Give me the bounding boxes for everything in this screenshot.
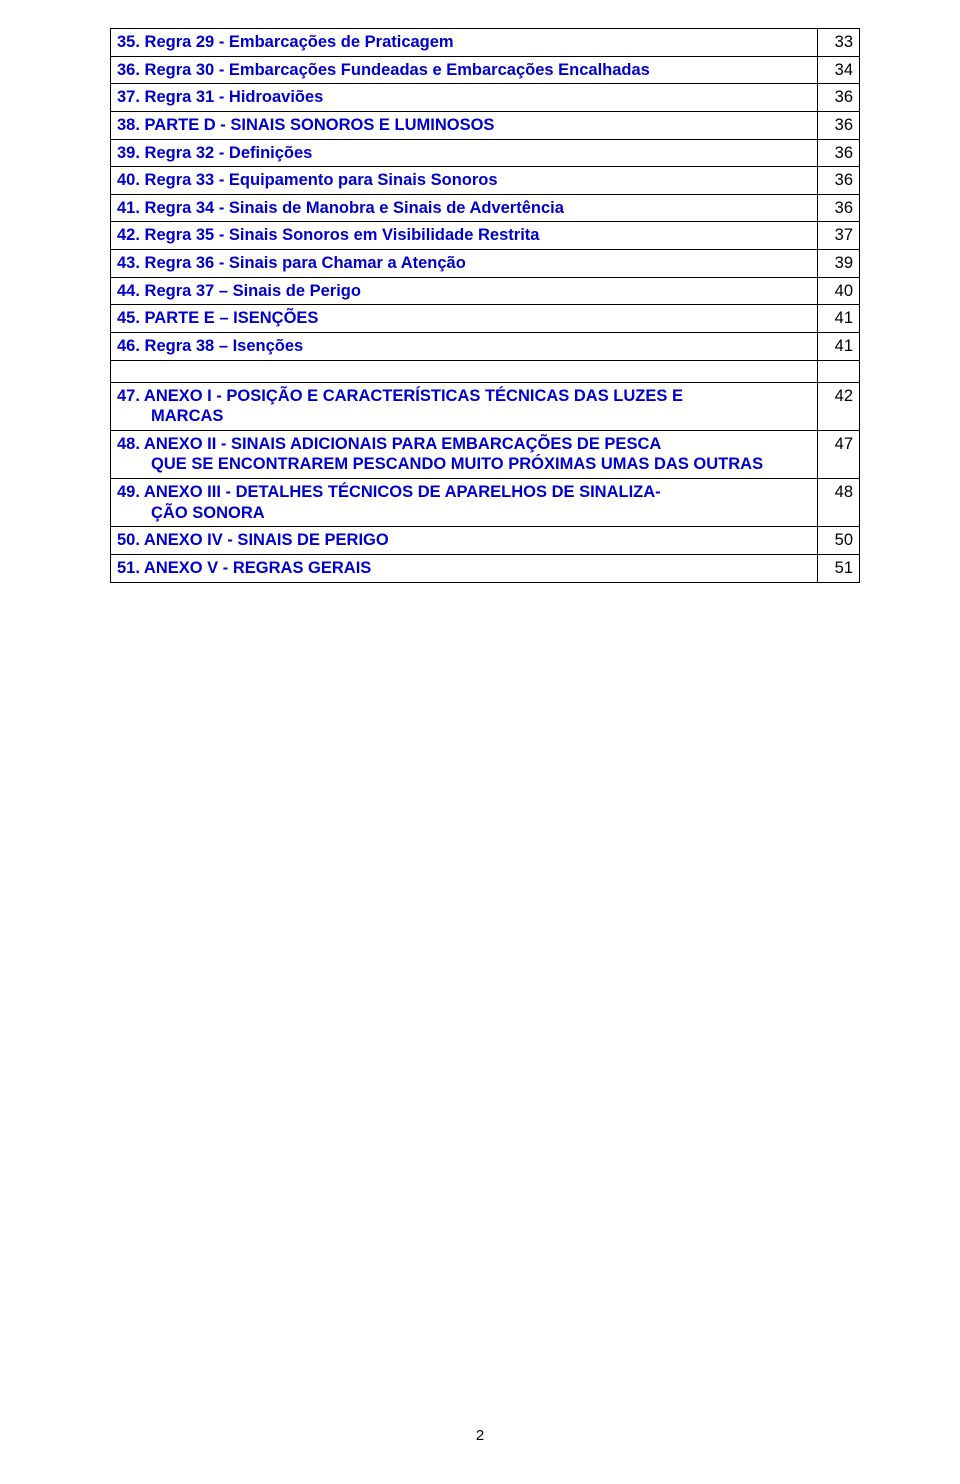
toc-row: 41. Regra 34 - Sinais de Manobra e Sinai… [111, 194, 860, 222]
toc-spacer-row [111, 360, 860, 382]
toc-entry-title: ANEXO III - DETALHES TÉCNICOS DE APARELH… [144, 483, 661, 501]
toc-entry-title: Regra 33 - Equipamento para Sinais Sonor… [145, 171, 498, 189]
toc-entry-number: 36. [117, 61, 145, 79]
toc-page-number: 36 [818, 84, 860, 112]
toc-entry[interactable]: 37. Regra 31 - Hidroaviões [111, 84, 818, 112]
toc-entry-number: 37. [117, 88, 145, 106]
toc-entry[interactable]: 44. Regra 37 – Sinais de Perigo [111, 277, 818, 305]
toc-row: 47. ANEXO I - POSIÇÃO E CARACTERÍSTICAS … [111, 382, 860, 430]
toc-entry[interactable]: 48. ANEXO II - SINAIS ADICIONAIS PARA EM… [111, 430, 818, 478]
toc-entry[interactable]: 41. Regra 34 - Sinais de Manobra e Sinai… [111, 194, 818, 222]
toc-entry-number: 35. [117, 33, 145, 51]
toc-entry-title: Regra 30 - Embarcações Fundeadas e Embar… [145, 61, 650, 79]
toc-entry-title: Regra 38 – Isenções [145, 337, 304, 355]
toc-entry[interactable]: 43. Regra 36 - Sinais para Chamar a Aten… [111, 250, 818, 278]
toc-entry-number: 47. [117, 387, 144, 405]
toc-page-number: 39 [818, 250, 860, 278]
toc-page-number: 41 [818, 332, 860, 360]
toc-entry[interactable]: 39. Regra 32 - Definições [111, 139, 818, 167]
toc-entry[interactable]: 51. ANEXO V - REGRAS GERAIS [111, 554, 818, 582]
toc-page-number: 36 [818, 139, 860, 167]
toc-row: 35. Regra 29 - Embarcações de Praticagem… [111, 29, 860, 57]
toc-entry[interactable]: 38. PARTE D - SINAIS SONOROS E LUMINOSOS [111, 111, 818, 139]
toc-page-number: 34 [818, 56, 860, 84]
toc-entry-number: 48. [117, 435, 144, 453]
toc-entry-title: ANEXO V - REGRAS GERAIS [144, 559, 371, 577]
toc-entry-number: 38. [117, 116, 145, 134]
toc-entry-number: 46. [117, 337, 145, 355]
toc-row: 50. ANEXO IV - SINAIS DE PERIGO50 [111, 527, 860, 555]
toc-entry[interactable]: 36. Regra 30 - Embarcações Fundeadas e E… [111, 56, 818, 84]
toc-row: 36. Regra 30 - Embarcações Fundeadas e E… [111, 56, 860, 84]
toc-row: 40. Regra 33 - Equipamento para Sinais S… [111, 167, 860, 195]
toc-page-number: 47 [818, 430, 860, 478]
toc-row: 49. ANEXO III - DETALHES TÉCNICOS DE APA… [111, 479, 860, 527]
toc-row: 46. Regra 38 – Isenções41 [111, 332, 860, 360]
toc-entry-number: 51. [117, 559, 144, 577]
toc-page-number: 37 [818, 222, 860, 250]
toc-page-number: 48 [818, 479, 860, 527]
toc-page-number: 41 [818, 305, 860, 333]
toc-entry[interactable]: 45. PARTE E – ISENÇÕES [111, 305, 818, 333]
toc-entry-number: 41. [117, 199, 145, 217]
toc-entry-number: 43. [117, 254, 145, 272]
toc-entry-title: Regra 35 - Sinais Sonoros em Visibilidad… [145, 226, 540, 244]
toc-entry-continuation: MARCAS [117, 406, 811, 427]
toc-row: 38. PARTE D - SINAIS SONOROS E LUMINOSOS… [111, 111, 860, 139]
toc-row: 48. ANEXO II - SINAIS ADICIONAIS PARA EM… [111, 430, 860, 478]
toc-entry[interactable]: 46. Regra 38 – Isenções [111, 332, 818, 360]
toc-entry[interactable]: 40. Regra 33 - Equipamento para Sinais S… [111, 167, 818, 195]
toc-page-number: 51 [818, 554, 860, 582]
toc-entry-title: ANEXO I - POSIÇÃO E CARACTERÍSTICAS TÉCN… [144, 387, 683, 405]
toc-row: 45. PARTE E – ISENÇÕES41 [111, 305, 860, 333]
page-number: 2 [0, 1427, 960, 1444]
toc-entry-number: 45. [117, 309, 145, 327]
toc-page-number: 33 [818, 29, 860, 57]
toc-entry-title: Regra 32 - Definições [145, 144, 313, 162]
toc-entry-title: ANEXO IV - SINAIS DE PERIGO [144, 531, 389, 549]
toc-row: 51. ANEXO V - REGRAS GERAIS51 [111, 554, 860, 582]
toc-entry[interactable]: 49. ANEXO III - DETALHES TÉCNICOS DE APA… [111, 479, 818, 527]
toc-entry[interactable]: 47. ANEXO I - POSIÇÃO E CARACTERÍSTICAS … [111, 382, 818, 430]
toc-entry-title: PARTE D - SINAIS SONOROS E LUMINOSOS [145, 116, 495, 134]
toc-page-number: 36 [818, 111, 860, 139]
toc-entry-title: PARTE E – ISENÇÕES [145, 309, 319, 327]
toc-entry-title: ANEXO II - SINAIS ADICIONAIS PARA EMBARC… [144, 435, 661, 453]
toc-entry-title: Regra 29 - Embarcações de Praticagem [145, 33, 454, 51]
toc-entry-continuation: QUE SE ENCONTRAREM PESCANDO MUITO PRÓXIM… [117, 454, 811, 475]
toc-entry[interactable]: 50. ANEXO IV - SINAIS DE PERIGO [111, 527, 818, 555]
toc-entry-title: Regra 31 - Hidroaviões [145, 88, 324, 106]
toc-entry-title: Regra 36 - Sinais para Chamar a Atenção [145, 254, 466, 272]
toc-page-number: 42 [818, 382, 860, 430]
toc-entry-title: Regra 37 – Sinais de Perigo [145, 282, 361, 300]
toc-entry-number: 40. [117, 171, 145, 189]
toc-page-number: 36 [818, 167, 860, 195]
toc-row: 39. Regra 32 - Definições36 [111, 139, 860, 167]
spacer-cell [111, 360, 818, 382]
toc-entry-number: 42. [117, 226, 145, 244]
toc-page-number: 40 [818, 277, 860, 305]
toc-entry-number: 39. [117, 144, 145, 162]
toc-row: 43. Regra 36 - Sinais para Chamar a Aten… [111, 250, 860, 278]
toc-row: 37. Regra 31 - Hidroaviões36 [111, 84, 860, 112]
toc-entry[interactable]: 35. Regra 29 - Embarcações de Praticagem [111, 29, 818, 57]
spacer-cell [818, 360, 860, 382]
toc-entry-number: 49. [117, 483, 144, 501]
toc-entry-number: 44. [117, 282, 145, 300]
toc-page-number: 36 [818, 194, 860, 222]
toc-row: 42. Regra 35 - Sinais Sonoros em Visibil… [111, 222, 860, 250]
toc-entry-number: 50. [117, 531, 144, 549]
toc-entry-title: Regra 34 - Sinais de Manobra e Sinais de… [145, 199, 564, 217]
toc-page-number: 50 [818, 527, 860, 555]
toc-entry[interactable]: 42. Regra 35 - Sinais Sonoros em Visibil… [111, 222, 818, 250]
toc-table: 35. Regra 29 - Embarcações de Praticagem… [110, 28, 860, 583]
toc-entry-continuation: ÇÃO SONORA [117, 503, 811, 524]
toc-row: 44. Regra 37 – Sinais de Perigo40 [111, 277, 860, 305]
